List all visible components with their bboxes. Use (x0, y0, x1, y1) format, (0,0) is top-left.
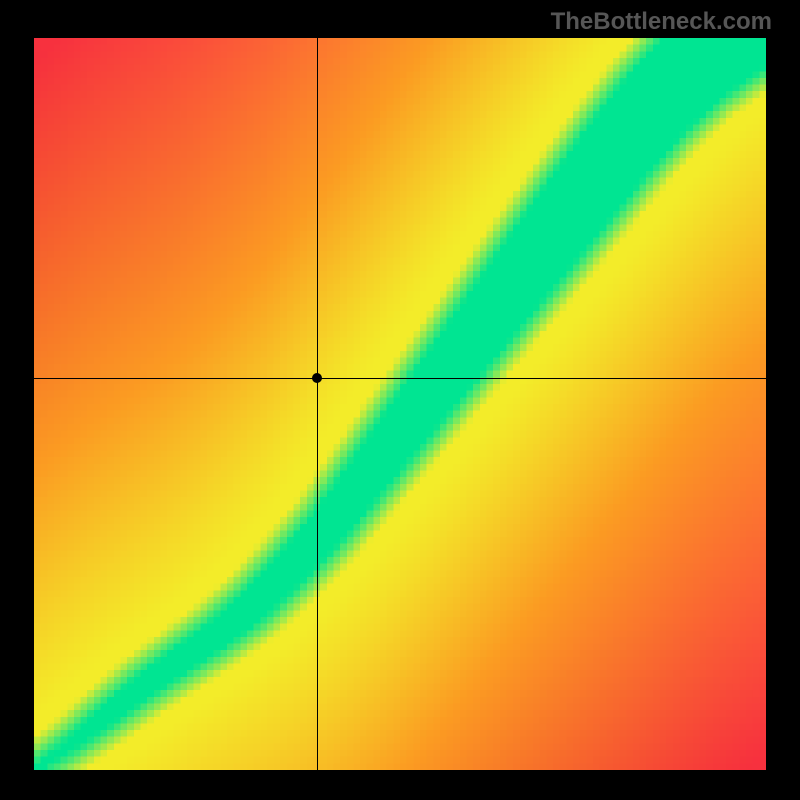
crosshair-horizontal (34, 378, 766, 379)
chart-container: TheBottleneck.com (0, 0, 800, 800)
bottleneck-heatmap (34, 38, 766, 770)
crosshair-vertical (317, 38, 318, 770)
watermark-text: TheBottleneck.com (551, 8, 772, 36)
